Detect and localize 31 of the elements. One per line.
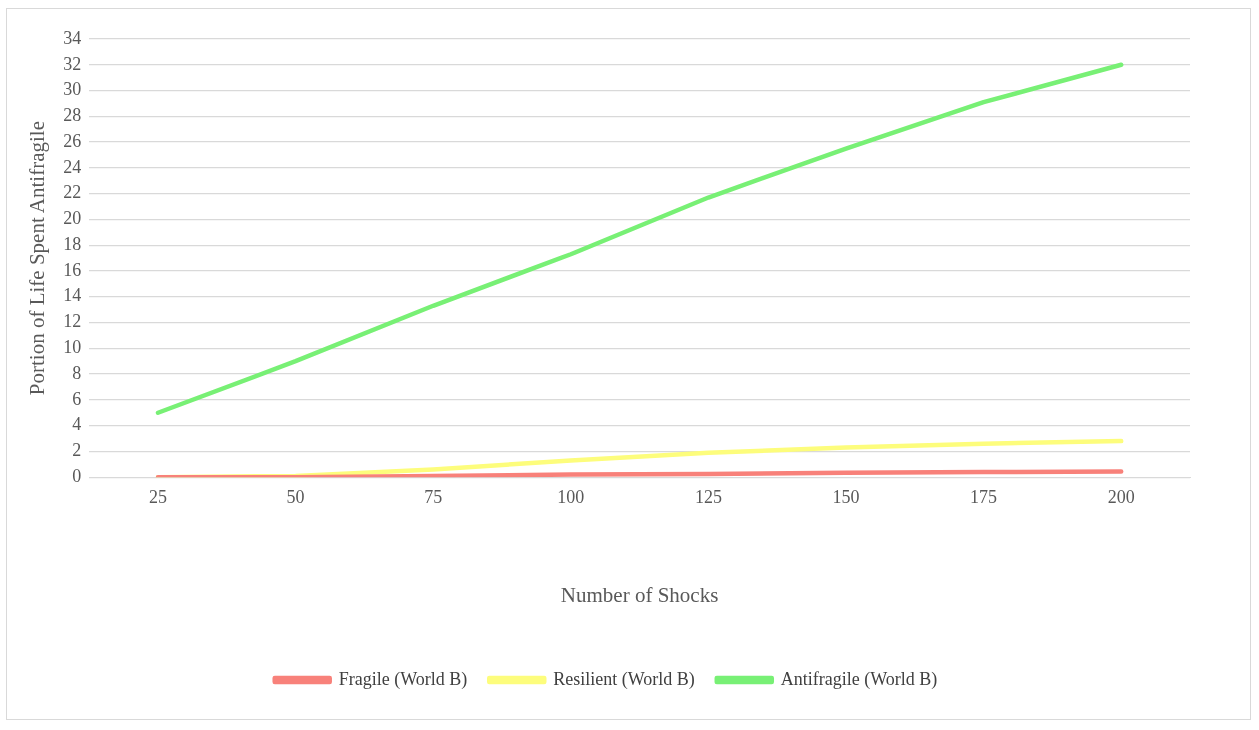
y-tick-label: 10 [63,337,82,358]
legend-label: Antifragile (World B) [780,668,938,690]
y-tick-label: 0 [72,465,82,486]
x-tick-label: 175 [970,486,998,507]
x-tick-label: 150 [832,486,860,507]
x-tick-label: 50 [286,486,305,507]
y-tick-label: 18 [63,233,82,254]
y-tick-label: 4 [72,414,82,435]
x-axis-title: Number of Shocks [560,582,719,607]
y-tick-label: 20 [63,208,82,229]
y-axis-title: Portion of Life Spent Antifragile [25,121,50,396]
y-tick-label: 8 [72,362,82,383]
y-tick-label: 32 [63,53,82,74]
x-tick-label: 200 [1107,486,1135,507]
x-tick-label: 100 [557,486,585,507]
legend-label: Resilient (World B) [553,668,695,690]
legend-label: Fragile (World B) [338,668,468,690]
y-tick-label: 24 [63,156,82,177]
y-tick-label: 6 [72,388,82,409]
y-tick-label: 34 [63,27,82,48]
x-tick-label: 25 [149,486,167,507]
y-tick-label: 28 [63,105,82,126]
y-tick-label: 2 [72,440,82,461]
y-tick-label: 14 [63,285,82,306]
x-tick-label: 125 [694,486,722,507]
y-tick-label: 30 [63,79,82,100]
y-tick-label: 22 [63,182,82,203]
y-tick-label: 12 [63,311,82,332]
y-tick-label: 26 [63,130,82,151]
y-tick-label: 16 [63,259,82,280]
x-tick-label: 75 [424,486,443,507]
